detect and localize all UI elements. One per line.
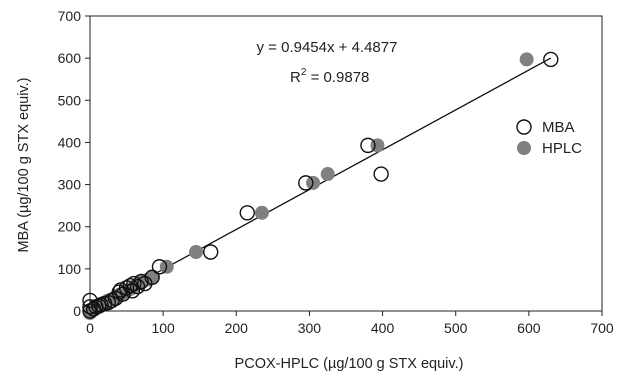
data-point-hplc	[519, 52, 534, 67]
y-tick-label: 0	[73, 303, 81, 319]
plot-area-border	[89, 15, 603, 312]
legend-marker-mba	[516, 119, 532, 135]
y-tick-label: 200	[58, 219, 82, 235]
legend: MBA HPLC	[516, 119, 582, 157]
y-tick-label: 600	[58, 50, 82, 66]
data-point-hplc	[254, 205, 269, 220]
x-tick-label: 0	[86, 320, 94, 336]
y-tick-label: 500	[58, 92, 82, 108]
legend-label-hplc: HPLC	[542, 140, 582, 157]
y-tick-label: 300	[58, 177, 82, 193]
data-point-mba	[151, 259, 168, 275]
data-point-mba	[144, 269, 160, 285]
x-tick-label: 400	[371, 320, 395, 336]
y-tick-label: 400	[58, 134, 82, 150]
x-axis-title: PCOX-HPLC (µg/100 g STX equiv.)	[235, 356, 464, 372]
data-point-hplc	[189, 245, 204, 259]
y-axis: 0 100 200 300 400 500 600 700	[58, 8, 90, 319]
x-tick-label: 300	[298, 320, 322, 336]
regression-equation: y = 0.9454x + 4.4877	[257, 39, 398, 56]
data-point-mba	[202, 244, 219, 260]
r-squared-label: R2 = 0.9878	[290, 67, 369, 86]
data-point-mba	[126, 275, 142, 292]
y-tick-label: 100	[58, 261, 82, 277]
r-squared-prefix: R	[290, 69, 301, 86]
data-point-mba	[373, 166, 389, 182]
data-point-mba	[133, 273, 149, 290]
x-tick-label: 600	[517, 320, 541, 336]
x-tick-label: 100	[151, 320, 175, 336]
data-points-layer	[82, 51, 559, 321]
data-point-mba	[129, 278, 146, 295]
x-tick-label: 700	[590, 320, 614, 336]
data-point-mba	[298, 175, 314, 191]
data-point-mba	[100, 294, 116, 311]
x-tick-label: 500	[444, 320, 468, 336]
data-point-mba	[239, 205, 255, 221]
y-axis-title: MBA (µg/100 g STX equiv.)	[16, 78, 32, 253]
x-axis: 0 100 200 300 400 500 600 700	[86, 311, 614, 336]
r-squared-superscript: 2	[301, 67, 307, 78]
data-point-mba	[360, 137, 376, 154]
legend-label-mba: MBA	[542, 119, 575, 136]
data-point-hplc	[320, 167, 335, 182]
legend-marker-hplc	[517, 141, 531, 155]
data-point-mba	[82, 299, 98, 315]
data-point-mba	[124, 283, 141, 299]
r-squared-value: = 0.9878	[306, 69, 369, 86]
x-tick-label: 200	[225, 320, 249, 336]
plot-frame	[89, 15, 603, 312]
data-point-mba	[543, 51, 559, 68]
y-tick-label: 700	[58, 8, 82, 24]
